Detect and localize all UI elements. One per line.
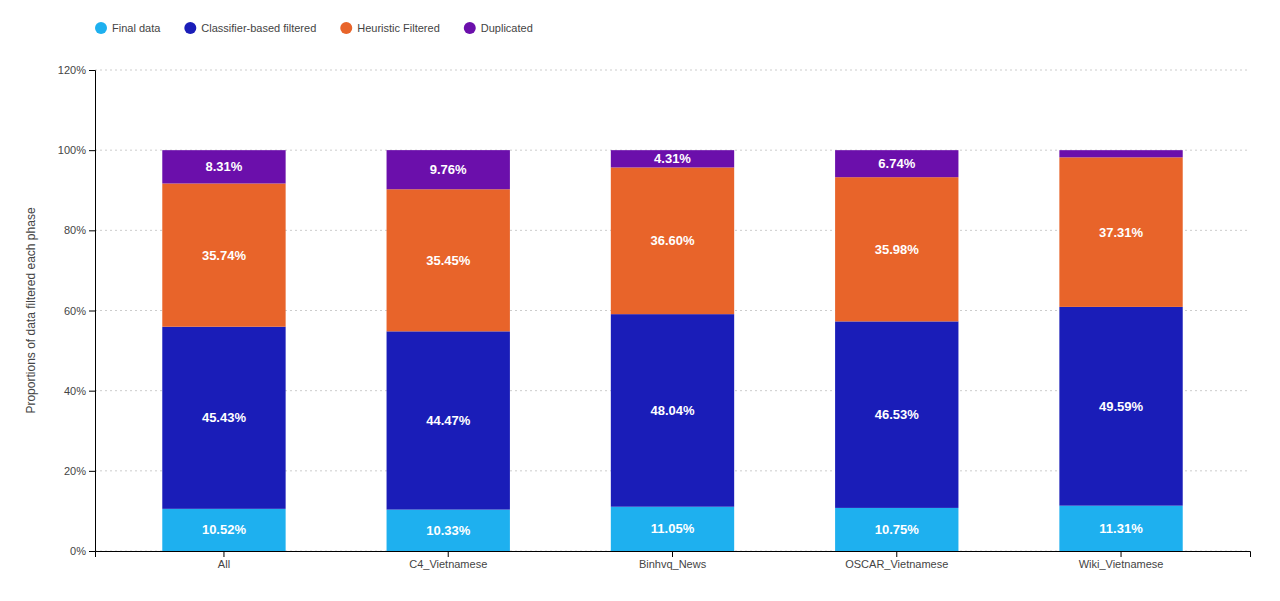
legend-swatch bbox=[184, 22, 196, 34]
data-label: 6.74% bbox=[878, 156, 915, 171]
y-tick-label: 100% bbox=[58, 144, 86, 156]
legend-item: Heuristic Filtered bbox=[340, 22, 440, 34]
x-tick-mark bbox=[896, 551, 897, 557]
data-label: 10.33% bbox=[426, 523, 471, 538]
bar-segment bbox=[611, 314, 734, 507]
data-label: 49.59% bbox=[1099, 399, 1144, 414]
bar-segment bbox=[387, 331, 510, 509]
legend-label: Heuristic Filtered bbox=[357, 22, 440, 34]
data-label: 37.31% bbox=[1099, 225, 1144, 240]
bar-segment bbox=[835, 177, 958, 321]
data-label: 36.60% bbox=[650, 233, 695, 248]
x-tick-mark bbox=[1121, 551, 1122, 557]
x-tick-mark bbox=[223, 551, 224, 557]
data-label: 10.75% bbox=[875, 522, 920, 537]
x-tick-mark bbox=[672, 551, 673, 557]
x-tick: All bbox=[218, 551, 230, 570]
bar-segment bbox=[162, 509, 285, 551]
bar-segment bbox=[1059, 307, 1182, 506]
x-tick-label: C4_Vietnamese bbox=[409, 558, 487, 570]
data-label: 11.31% bbox=[1099, 521, 1143, 536]
data-label: 11.05% bbox=[651, 521, 695, 536]
y-axis-line bbox=[89, 71, 96, 552]
legend-label: Final data bbox=[112, 22, 161, 34]
x-tick: Wiki_Vietnamese bbox=[1079, 551, 1164, 570]
x-tick-mark bbox=[448, 551, 449, 557]
data-labels: 10.52% 10.33% 11.05% 10.75% 11.31% 45.43% 44.4… bbox=[202, 151, 1144, 537]
y-tick-label: 120% bbox=[58, 64, 86, 76]
legend-swatch bbox=[340, 22, 352, 34]
legend-item: Final data bbox=[95, 22, 161, 34]
y-tick-mark bbox=[89, 391, 95, 392]
data-label: 35.98% bbox=[875, 242, 920, 257]
data-label: 35.45% bbox=[426, 253, 471, 268]
y-tick-mark bbox=[89, 551, 95, 552]
y-tick-label: 0% bbox=[70, 545, 86, 557]
data-label: 48.04% bbox=[650, 403, 695, 418]
legend-label: Classifier-based filtered bbox=[201, 22, 316, 34]
bar-segment bbox=[387, 189, 510, 331]
bar-segment bbox=[835, 150, 958, 177]
bar-segment bbox=[1059, 506, 1182, 551]
legend-item: Classifier-based filtered bbox=[184, 22, 316, 34]
x-tick: C4_Vietnamese bbox=[409, 551, 487, 570]
y-tick-mark bbox=[89, 471, 95, 472]
legend-swatch bbox=[95, 22, 107, 34]
data-label: 4.31% bbox=[654, 151, 691, 166]
plot-area: 0% 20% 40% 60% 80% 100% 120% All C4_Vietnamese Bi… bbox=[58, 64, 1251, 570]
bar-segment bbox=[611, 507, 734, 551]
bar-segment bbox=[162, 183, 285, 326]
y-tick: 20% bbox=[64, 465, 95, 477]
bar-segment bbox=[162, 150, 285, 183]
data-label: 44.47% bbox=[426, 413, 471, 428]
x-axis: All C4_Vietnamese Binhvq_News OSCAR_Vietnam… bbox=[96, 551, 1251, 570]
y-tick-mark bbox=[89, 70, 95, 71]
bar-segment bbox=[611, 150, 734, 167]
x-tick-label: Wiki_Vietnamese bbox=[1079, 558, 1164, 570]
y-tick: 40% bbox=[64, 385, 95, 397]
y-tick-mark bbox=[89, 150, 95, 151]
bar-segment bbox=[835, 321, 958, 508]
data-label: 9.76% bbox=[430, 162, 467, 177]
y-tick: 60% bbox=[64, 305, 95, 317]
legend: Final data Classifier-based filtered Heuri… bbox=[95, 22, 533, 34]
bar-segment bbox=[611, 167, 734, 314]
x-tick-label: All bbox=[218, 558, 230, 570]
y-axis-title: Proportions of data filtered each phase bbox=[24, 207, 38, 413]
data-label: 35.74% bbox=[202, 248, 247, 263]
y-tick-mark bbox=[89, 230, 95, 231]
y-tick: 80% bbox=[64, 224, 95, 236]
chart: 0% 20% 40% 60% 80% 100% 120% All C4_Vietnamese Bi… bbox=[0, 0, 1280, 601]
y-tick: 100% bbox=[58, 144, 95, 156]
data-label: 8.31% bbox=[206, 159, 243, 174]
bar-segment bbox=[835, 508, 958, 551]
bar-segment bbox=[387, 150, 510, 189]
y-tick-label: 60% bbox=[64, 305, 86, 317]
y-tick-label: 80% bbox=[64, 224, 86, 236]
x-tick-label: OSCAR_Vietnamese bbox=[845, 558, 948, 570]
bar-segment bbox=[162, 327, 285, 509]
x-tick: Binhvq_News bbox=[639, 551, 707, 570]
legend-item: Duplicated bbox=[464, 22, 533, 34]
data-label: 46.53% bbox=[875, 407, 920, 422]
legend-swatch bbox=[464, 22, 476, 34]
x-tick: OSCAR_Vietnamese bbox=[845, 551, 948, 570]
y-tick: 0% bbox=[70, 545, 95, 557]
x-axis-line bbox=[96, 552, 1251, 558]
y-tick-mark bbox=[89, 311, 95, 312]
y-tick-label: 40% bbox=[64, 385, 86, 397]
bar-segment bbox=[387, 510, 510, 551]
bar-segment bbox=[1059, 150, 1182, 157]
y-axis: 0% 20% 40% 60% 80% 100% 120% bbox=[58, 64, 96, 557]
grid bbox=[95, 70, 1250, 551]
legend-label: Duplicated bbox=[481, 22, 533, 34]
data-label: 10.52% bbox=[202, 522, 247, 537]
y-tick-label: 20% bbox=[64, 465, 86, 477]
bar-segment bbox=[1059, 157, 1182, 307]
bars bbox=[162, 150, 1182, 551]
grid-line bbox=[95, 70, 1250, 71]
data-label: 45.43% bbox=[202, 410, 247, 425]
x-tick-label: Binhvq_News bbox=[639, 558, 707, 570]
y-tick: 120% bbox=[58, 64, 95, 76]
